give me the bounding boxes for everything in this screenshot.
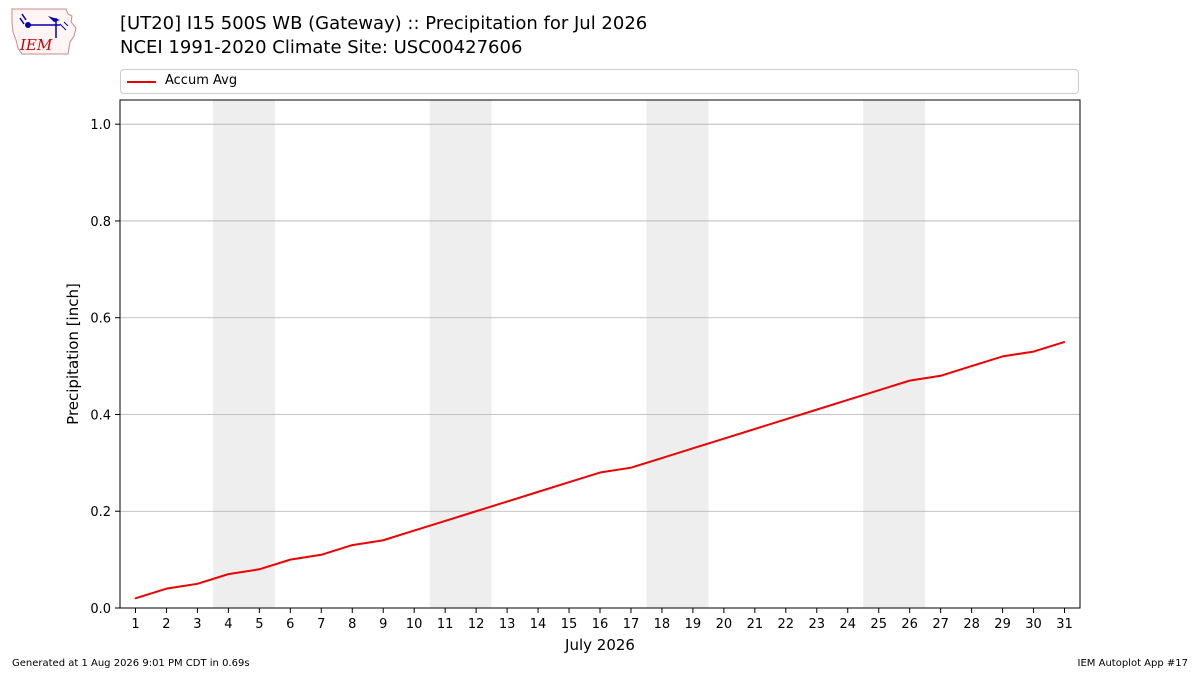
data-point — [1001, 355, 1004, 358]
x-tick-label: 26 — [901, 617, 918, 632]
data-point — [692, 447, 694, 450]
x-tick-label: 29 — [994, 617, 1011, 632]
x-tick-label: 11 — [437, 617, 454, 632]
x-tick-label: 23 — [809, 617, 826, 632]
data-point — [970, 365, 973, 367]
data-point — [568, 481, 570, 484]
x-tick-label: 18 — [654, 617, 671, 632]
x-tick-label: 9 — [379, 617, 387, 632]
data-point — [1032, 350, 1035, 353]
x-axis-label: July 2026 — [564, 636, 635, 654]
data-point — [289, 558, 292, 561]
data-point — [846, 399, 849, 401]
data-point — [165, 587, 168, 590]
x-tick-label: 24 — [839, 617, 856, 632]
y-tick-label: 1.0 — [90, 118, 111, 133]
legend-label: Accum Avg — [165, 73, 238, 88]
data-point — [258, 568, 261, 571]
x-tick-label: 5 — [255, 617, 263, 632]
x-tick-label: 27 — [932, 617, 949, 632]
x-tick-label: 30 — [1025, 617, 1042, 632]
app-credit: IEM Autoplot App #17 — [1077, 658, 1188, 669]
logo-text: IEM — [19, 36, 53, 54]
x-tick-label: 17 — [623, 617, 640, 632]
y-tick-label: 0.0 — [90, 602, 111, 617]
data-point — [134, 597, 137, 600]
data-point — [754, 428, 756, 430]
data-point — [227, 573, 230, 575]
y-tick-label: 0.6 — [90, 312, 111, 327]
data-point — [351, 544, 354, 546]
x-tick-label: 10 — [406, 617, 423, 632]
data-point — [444, 520, 446, 522]
x-tick-label: 15 — [561, 617, 578, 632]
data-point — [382, 539, 385, 542]
x-tick-label: 8 — [348, 617, 356, 632]
x-tick-label: 16 — [592, 617, 609, 632]
data-point — [599, 471, 601, 474]
data-point — [413, 529, 415, 532]
data-point — [908, 379, 911, 382]
y-tick-label: 0.8 — [90, 215, 111, 230]
weekend-band — [646, 100, 709, 608]
y-tick-label: 0.4 — [90, 408, 111, 423]
data-point — [939, 374, 942, 377]
x-tick-label: 12 — [468, 617, 485, 632]
chart-subtitle: NCEI 1991-2020 Climate Site: USC00427606 — [120, 37, 523, 58]
data-point — [785, 418, 787, 421]
x-tick-label: 6 — [286, 617, 294, 632]
weekend-band — [212, 100, 275, 608]
x-tick-label: 22 — [778, 617, 795, 632]
x-tick-label: 21 — [747, 617, 764, 632]
legend-swatch — [127, 81, 156, 83]
x-tick-label: 1 — [131, 617, 139, 632]
x-tick-label: 19 — [685, 617, 702, 632]
x-tick-label: 28 — [963, 617, 980, 632]
data-point — [475, 510, 477, 513]
data-point — [320, 553, 323, 556]
data-point — [196, 583, 199, 585]
data-point — [506, 500, 508, 503]
data-point — [877, 389, 880, 392]
data-point — [815, 408, 818, 411]
iem-logo: IEM — [11, 8, 77, 55]
x-tick-label: 13 — [499, 617, 516, 632]
data-point — [630, 466, 632, 469]
y-tick-label: 0.2 — [90, 505, 111, 520]
chart-legend: Accum Avg — [120, 69, 1079, 94]
data-point — [1063, 341, 1066, 343]
x-tick-label: 20 — [716, 617, 733, 632]
weekend-band — [863, 100, 926, 608]
data-point — [537, 491, 539, 493]
x-tick-label: 4 — [224, 617, 232, 632]
x-tick-label: 31 — [1056, 617, 1073, 632]
x-tick-label: 2 — [162, 617, 170, 632]
x-tick-label: 7 — [317, 617, 325, 632]
x-tick-label: 14 — [530, 617, 547, 632]
data-point — [661, 457, 663, 459]
y-axis-label: Precipitation [inch] — [64, 283, 82, 425]
chart-title: [UT20] I15 500S WB (Gateway) :: Precipit… — [120, 13, 648, 34]
generated-timestamp: Generated at 1 Aug 2026 9:01 PM CDT in 0… — [12, 658, 250, 669]
data-point — [723, 437, 725, 440]
x-tick-label: 3 — [193, 617, 201, 632]
x-tick-label: 25 — [870, 617, 887, 632]
weekend-band — [429, 100, 492, 608]
